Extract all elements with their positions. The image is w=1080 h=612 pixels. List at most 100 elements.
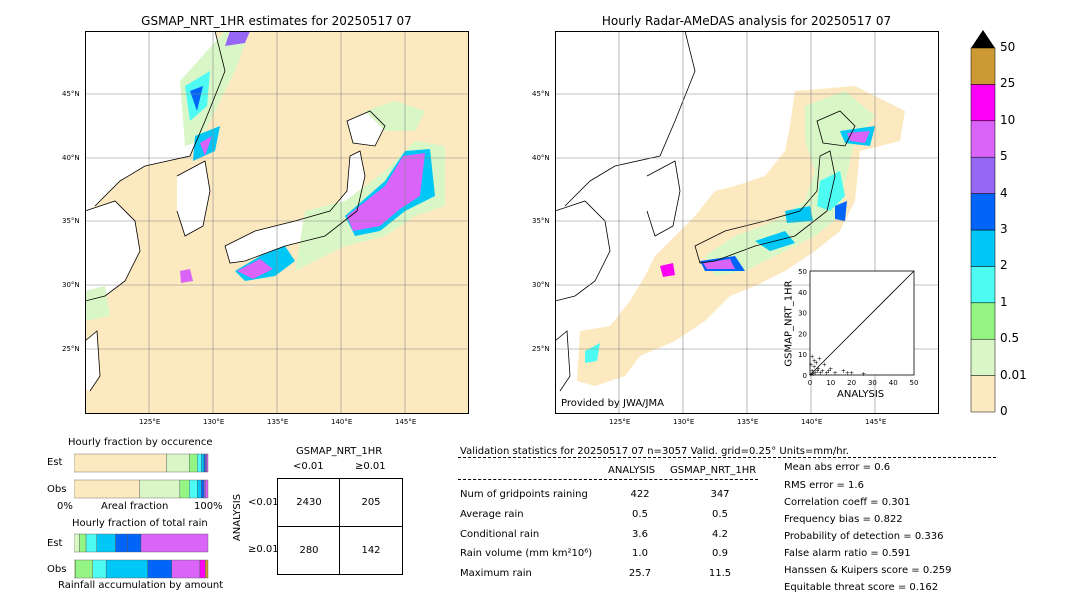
fraction-bar-segment	[179, 479, 190, 499]
right-map-title: Hourly Radar-AMeDAS analysis for 2025051…	[601, 14, 892, 28]
fraction-row-obs: Obs	[47, 484, 67, 495]
fraction-total-title: Hourly fraction of total rain	[72, 518, 208, 529]
right-map-rain	[577, 86, 905, 386]
fraction-bar-segment	[199, 559, 206, 579]
validation-row-label: Num of gridpoints raining	[460, 489, 588, 500]
validation-score: RMS error = 1.6	[784, 480, 864, 491]
scatter-point: +	[812, 364, 817, 371]
scatter-point: +	[824, 370, 829, 377]
left-lat-label: 30°N	[62, 281, 80, 289]
validation-row-label: Maximum rain	[460, 568, 532, 579]
scatter-point: +	[810, 368, 815, 375]
scatter-y-tick: 50	[798, 268, 807, 276]
scatter-point: +	[828, 366, 833, 373]
scatter-point: +	[815, 368, 820, 375]
scatter-x-tick: 50	[910, 379, 919, 387]
validation-rule	[458, 457, 996, 458]
validation-score: False alarm ratio = 0.591	[784, 548, 911, 559]
scatter-point: +	[849, 370, 854, 377]
scatter-y-tick: 40	[798, 289, 807, 297]
scatter-x-tick: 10	[826, 379, 835, 387]
validation-row-analysis: 25.7	[628, 568, 652, 579]
scatter-point: +	[812, 357, 817, 364]
fraction-bar-segment	[74, 533, 80, 553]
fraction-bar-segment	[166, 453, 190, 473]
contingency-col-header: <0.01	[293, 461, 324, 472]
validation-row-label: Average rain	[460, 509, 524, 520]
scatter-y-tick: 20	[798, 330, 807, 338]
scatter-ylabel: GSMAP_NRT_1HR	[783, 280, 795, 367]
scatter-x-tick: 0	[808, 379, 812, 387]
validation-row-gsmap: 347	[710, 489, 730, 500]
fraction-bar-segment	[203, 479, 206, 499]
fraction-axis-right: 100%	[194, 501, 223, 512]
left-map	[85, 31, 469, 414]
fraction-bar-segment	[147, 559, 173, 579]
fraction-bar-segment	[203, 453, 206, 473]
provider-credit: Provided by JWA/JMA	[561, 398, 664, 409]
validation-score: Equitable threat score = 0.162	[784, 582, 939, 593]
right-lon-label: 125°E	[609, 418, 631, 426]
fraction-bar-segment	[74, 479, 140, 499]
fraction-bar-segment	[197, 453, 202, 473]
left-map-honshu	[225, 151, 365, 263]
colorbar	[970, 30, 996, 413]
colorbar-cell	[970, 193, 996, 231]
fraction-bar-segment	[189, 479, 198, 499]
fraction-bar-segment	[201, 479, 205, 499]
contingency-row-header: <0.01	[248, 497, 279, 508]
scatter-point: +	[832, 370, 837, 377]
fraction-bar-segment	[79, 533, 87, 553]
colorbar-tick-label: 0.01	[1000, 367, 1027, 382]
scatter-point: +	[818, 370, 823, 377]
validation-row-analysis: 3.6	[632, 529, 648, 540]
colorbar-tick-label: 0	[1000, 404, 1008, 418]
validation-row-gsmap: 4.2	[712, 529, 728, 540]
validation-row-label: Rain volume (mm km²10⁶)	[460, 548, 593, 559]
total-row-est: Est	[47, 538, 63, 549]
left-map-title: GSMAP_NRT_1HR estimates for 20250517 07	[141, 14, 412, 28]
scatter-y-tick: 0	[803, 372, 807, 380]
fraction-bar-segment	[74, 453, 167, 473]
contingency-cell: 280	[299, 545, 319, 556]
contingency-cell: 205	[361, 497, 381, 508]
right-lat-label: 35°N	[532, 217, 550, 225]
colorbar-tick-label: 50	[1000, 40, 1016, 54]
scatter-point: +	[816, 366, 821, 373]
validation-row-analysis: 422	[630, 489, 650, 500]
validation-row-gsmap: 0.9	[712, 548, 728, 559]
validation-row-gsmap: 11.5	[708, 568, 732, 579]
colorbar-tick-label: 1	[1000, 294, 1008, 309]
scatter-x-tick: 30	[868, 379, 877, 387]
scatter-point: +	[822, 362, 827, 369]
validation-score: Frequency bias = 0.822	[784, 514, 903, 525]
right-lon-label: 140°E	[801, 418, 823, 426]
fraction-occurrence-chart	[74, 453, 209, 499]
right-lon-label: 135°E	[737, 418, 759, 426]
fraction-bar-segment	[205, 453, 207, 473]
validation-score: Probability of detection = 0.336	[784, 531, 944, 542]
colorbar-tick-label: 10	[1000, 112, 1016, 127]
colorbar-cell	[970, 120, 996, 158]
colorbar-tick-label: 3	[1000, 222, 1008, 236]
right-lat-label: 25°N	[532, 345, 550, 353]
scatter-inset: ++++++++++++++++ + + + ++++ 0010102020303040…	[798, 268, 919, 387]
validation-row-analysis: 0.5	[632, 509, 648, 520]
fraction-bar-segment	[127, 533, 142, 553]
right-lat-label: 45°N	[532, 90, 550, 98]
colorbar-tick-label: 4	[1000, 185, 1008, 200]
fraction-bar-segment	[105, 559, 148, 579]
left-map-china-coast	[85, 201, 140, 301]
scatter-point: +	[841, 368, 846, 375]
colorbar-tick-label: 2	[1000, 258, 1008, 273]
scatter-xlabel: ANALYSIS	[837, 389, 885, 400]
fraction-occurrence-title: Hourly fraction by occurence	[68, 437, 213, 448]
validation-col-analysis: ANALYSIS	[608, 465, 656, 476]
contingency-row-header: ≥0.01	[248, 544, 279, 555]
right-lon-label: 145°E	[865, 418, 887, 426]
left-map-coastlines	[85, 31, 386, 392]
colorbar-cell	[970, 84, 996, 122]
fraction-total-chart	[74, 533, 209, 579]
contingency-grid: 2430 205 280 142	[277, 478, 403, 575]
validation-score: Hanssen & Kuipers score = 0.259	[784, 565, 952, 576]
